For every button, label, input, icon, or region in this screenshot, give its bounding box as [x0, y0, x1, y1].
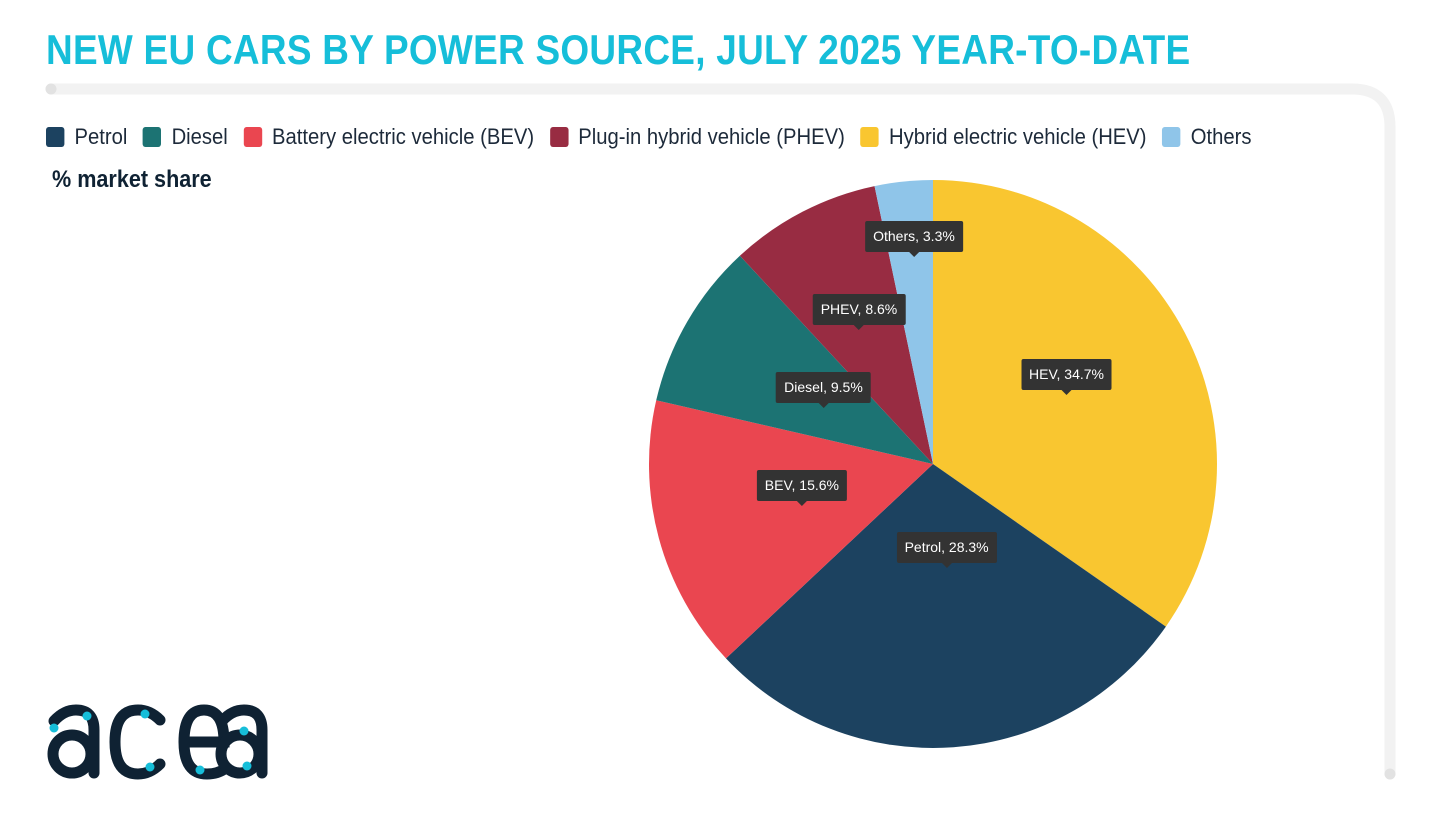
legend-swatch	[143, 127, 162, 147]
legend-swatch	[243, 127, 262, 147]
pie-slice-bev[interactable]	[648, 400, 933, 659]
chart-title: NEW EU CARS BY POWER SOURCE, JULY 2025 Y…	[46, 26, 1191, 73]
chart-legend: Petrol Diesel Battery electric vehicle (BE…	[46, 124, 1267, 150]
legend-swatch	[860, 127, 879, 147]
legend-label: Plug-in hybrid vehicle (PHEV)	[578, 124, 845, 149]
legend-item[interactable]: Hybrid electric vehicle (HEV)	[860, 124, 1147, 150]
legend-item[interactable]: Diesel	[143, 124, 228, 150]
legend-label: Hybrid electric vehicle (HEV)	[888, 124, 1147, 149]
legend-item[interactable]: Battery electric vehicle (BEV)	[243, 124, 534, 150]
legend-label: Others	[1190, 124, 1252, 149]
legend-swatch	[1162, 127, 1181, 147]
data-label-petrol: Petrol, 28.3%	[896, 531, 997, 568]
data-label-diesel: Diesel, 9.5%	[776, 372, 871, 409]
legend-item[interactable]: Others	[1162, 124, 1251, 150]
acea-logo	[47, 704, 268, 780]
unit-label: % market share	[52, 166, 212, 193]
data-label-phev: PHEV, 8.6%	[812, 294, 906, 331]
legend-label: Diesel	[171, 124, 228, 149]
pie-slice-diesel[interactable]	[656, 255, 933, 464]
legend-label: Petrol	[74, 124, 128, 149]
pie-slice-hev[interactable]	[933, 180, 1218, 627]
pie-slice-petrol[interactable]	[725, 464, 1166, 748]
legend-label: Battery electric vehicle (BEV)	[271, 124, 535, 149]
legend-item[interactable]: Petrol	[46, 124, 127, 150]
legend-item[interactable]: Plug-in hybrid vehicle (PHEV)	[549, 124, 845, 150]
data-label-others: Others, 3.3%	[865, 221, 963, 258]
data-label-bev: BEV, 15.6%	[756, 470, 848, 507]
data-label-hev: HEV, 34.7%	[1021, 358, 1112, 395]
legend-swatch	[549, 127, 569, 147]
legend-swatch	[46, 127, 65, 147]
